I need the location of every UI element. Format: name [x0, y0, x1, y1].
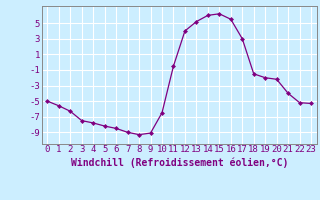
- X-axis label: Windchill (Refroidissement éolien,°C): Windchill (Refroidissement éolien,°C): [70, 157, 288, 168]
